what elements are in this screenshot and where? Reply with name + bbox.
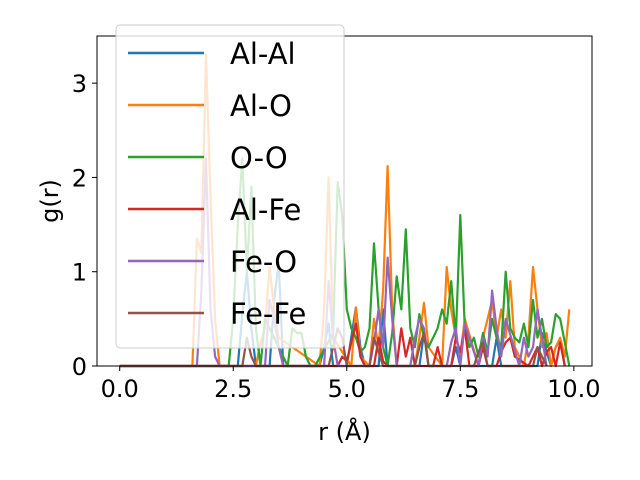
- y-axis-label: g(r): [36, 179, 64, 223]
- legend-label-o-o: O-O: [230, 141, 288, 175]
- series-line-al-fe: [119, 322, 566, 368]
- legend-label-al-al: Al-Al: [230, 37, 296, 71]
- x-tick-label: 2.5: [214, 375, 252, 403]
- y-tick-label: 2: [72, 164, 87, 192]
- legend-label-fe-o: Fe-O: [230, 245, 297, 279]
- legend-label-al-fe: Al-Fe: [230, 193, 301, 227]
- x-tick-label: 0.0: [101, 375, 139, 403]
- x-tick-label: 5.0: [328, 375, 366, 403]
- legend: Al-Al Al-O O-O Al-Fe Fe-O Fe-Fe: [115, 24, 345, 349]
- y-tick-label: 3: [72, 70, 87, 98]
- y-tick-label: 0: [72, 353, 87, 381]
- x-tick-label: 7.5: [441, 375, 479, 403]
- x-axis-label: r (Å): [318, 417, 371, 446]
- x-tick-label: 10.0: [547, 375, 600, 403]
- legend-label-al-o: Al-O: [230, 89, 292, 123]
- y-tick-label: 1: [72, 259, 87, 287]
- legend-label-fe-fe: Fe-Fe: [230, 297, 306, 331]
